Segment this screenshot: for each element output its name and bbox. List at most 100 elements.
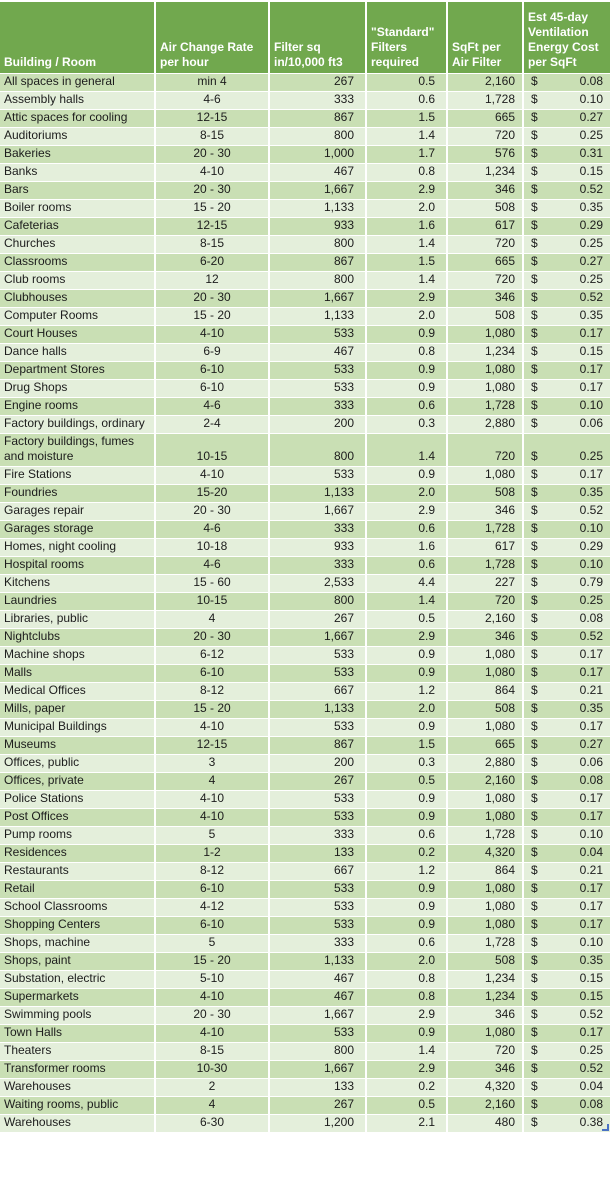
cell-rate[interactable]: 10-15 — [154, 591, 269, 610]
cell-cost[interactable]: $0.52 — [522, 1059, 610, 1078]
cell-filters_required[interactable]: 1.2 — [365, 681, 447, 700]
cell-cost[interactable]: $0.08 — [522, 72, 610, 91]
cell-sqft_per_filter[interactable]: 1,080 — [446, 360, 523, 379]
cell-sqft_per_filter[interactable]: 346 — [446, 1059, 523, 1078]
cell-cost[interactable]: $0.06 — [522, 753, 610, 772]
cell-filters_required[interactable]: 1.4 — [365, 126, 447, 145]
cell-building[interactable]: Engine rooms — [0, 396, 155, 415]
cell-rate[interactable]: 15 - 20 — [154, 306, 269, 325]
cell-sqft_per_filter[interactable]: 508 — [446, 198, 523, 217]
cell-building[interactable]: Post Offices — [0, 807, 155, 826]
cell-building[interactable]: Foundries — [0, 483, 155, 502]
cell-filters_required[interactable]: 0.8 — [365, 969, 447, 988]
cell-cost[interactable]: $0.25 — [522, 270, 610, 289]
cell-building[interactable]: Museums — [0, 735, 155, 754]
column-header-building[interactable]: Building / Room — [0, 2, 155, 73]
cell-rate[interactable]: 4 — [154, 771, 269, 790]
cell-sqft_per_filter[interactable]: 2,160 — [446, 609, 523, 628]
cell-rate[interactable]: 6-30 — [154, 1113, 269, 1132]
cell-sqft_per_filter[interactable]: 720 — [446, 234, 523, 253]
column-header-filter_sq[interactable]: Filter sq in/10,000 ft3 — [268, 2, 366, 73]
cell-sqft_per_filter[interactable]: 480 — [446, 1113, 523, 1132]
cell-filter_sq[interactable]: 800 — [268, 432, 366, 466]
cell-cost[interactable]: $0.17 — [522, 717, 610, 736]
cell-filter_sq[interactable]: 1,667 — [268, 288, 366, 307]
cell-rate[interactable]: 5 — [154, 825, 269, 844]
cell-cost[interactable]: $0.31 — [522, 144, 610, 163]
cell-building[interactable]: Offices, private — [0, 771, 155, 790]
cell-filter_sq[interactable]: 533 — [268, 915, 366, 934]
cell-cost[interactable]: $0.15 — [522, 342, 610, 361]
cell-building[interactable]: Auditoriums — [0, 126, 155, 145]
cell-sqft_per_filter[interactable]: 1,080 — [446, 915, 523, 934]
cell-building[interactable]: Shopping Centers — [0, 915, 155, 934]
cell-building[interactable]: Kitchens — [0, 573, 155, 592]
cell-building[interactable]: Homes, night cooling — [0, 537, 155, 556]
cell-building[interactable]: Supermarkets — [0, 987, 155, 1006]
cell-rate[interactable]: 5-10 — [154, 969, 269, 988]
cell-building[interactable]: Department Stores — [0, 360, 155, 379]
cell-sqft_per_filter[interactable]: 1,080 — [446, 879, 523, 898]
cell-filter_sq[interactable]: 200 — [268, 414, 366, 433]
cell-sqft_per_filter[interactable]: 1,728 — [446, 519, 523, 538]
cell-cost[interactable]: $0.38 — [522, 1113, 610, 1132]
cell-filters_required[interactable]: 1.5 — [365, 252, 447, 271]
cell-filter_sq[interactable]: 800 — [268, 270, 366, 289]
cell-rate[interactable]: 20 - 30 — [154, 180, 269, 199]
cell-sqft_per_filter[interactable]: 1,080 — [446, 663, 523, 682]
cell-filters_required[interactable]: 0.5 — [365, 72, 447, 91]
cell-filters_required[interactable]: 1.6 — [365, 216, 447, 235]
cell-filters_required[interactable]: 0.9 — [365, 360, 447, 379]
cell-sqft_per_filter[interactable]: 665 — [446, 108, 523, 127]
cell-cost[interactable]: $0.17 — [522, 465, 610, 484]
cell-filters_required[interactable]: 0.6 — [365, 396, 447, 415]
cell-filters_required[interactable]: 0.9 — [365, 879, 447, 898]
cell-filter_sq[interactable]: 333 — [268, 519, 366, 538]
cell-building[interactable]: Assembly halls — [0, 90, 155, 109]
cell-filter_sq[interactable]: 867 — [268, 108, 366, 127]
cell-filter_sq[interactable]: 267 — [268, 1095, 366, 1114]
cell-sqft_per_filter[interactable]: 2,880 — [446, 753, 523, 772]
cell-sqft_per_filter[interactable]: 4,320 — [446, 843, 523, 862]
cell-filters_required[interactable]: 2.1 — [365, 1113, 447, 1132]
cell-filter_sq[interactable]: 533 — [268, 807, 366, 826]
cell-sqft_per_filter[interactable]: 1,728 — [446, 555, 523, 574]
cell-filters_required[interactable]: 0.9 — [365, 465, 447, 484]
cell-filters_required[interactable]: 0.9 — [365, 789, 447, 808]
cell-filter_sq[interactable]: 667 — [268, 681, 366, 700]
cell-rate[interactable]: 4-10 — [154, 987, 269, 1006]
cell-filters_required[interactable]: 0.8 — [365, 987, 447, 1006]
cell-filters_required[interactable]: 1.5 — [365, 735, 447, 754]
cell-filters_required[interactable]: 0.5 — [365, 609, 447, 628]
cell-cost[interactable]: $0.17 — [522, 663, 610, 682]
cell-filters_required[interactable]: 0.6 — [365, 825, 447, 844]
cell-cost[interactable]: $0.35 — [522, 198, 610, 217]
cell-cost[interactable]: $0.52 — [522, 501, 610, 520]
cell-sqft_per_filter[interactable]: 864 — [446, 681, 523, 700]
cell-filters_required[interactable]: 0.5 — [365, 1095, 447, 1114]
cell-sqft_per_filter[interactable]: 665 — [446, 735, 523, 754]
cell-cost[interactable]: $0.52 — [522, 180, 610, 199]
cell-building[interactable]: Dance halls — [0, 342, 155, 361]
cell-building[interactable]: Substation, electric — [0, 969, 155, 988]
cell-sqft_per_filter[interactable]: 576 — [446, 144, 523, 163]
cell-cost[interactable]: $0.10 — [522, 519, 610, 538]
cell-filters_required[interactable]: 1.4 — [365, 432, 447, 466]
cell-cost[interactable]: $0.17 — [522, 915, 610, 934]
cell-cost[interactable]: $0.25 — [522, 126, 610, 145]
cell-cost[interactable]: $0.52 — [522, 627, 610, 646]
cell-rate[interactable]: 2-4 — [154, 414, 269, 433]
cell-filters_required[interactable]: 1.6 — [365, 537, 447, 556]
cell-cost[interactable]: $0.17 — [522, 1023, 610, 1042]
cell-rate[interactable]: 4-6 — [154, 555, 269, 574]
cell-rate[interactable]: 6-10 — [154, 915, 269, 934]
cell-filters_required[interactable]: 1.4 — [365, 1041, 447, 1060]
cell-cost[interactable]: $0.25 — [522, 432, 610, 466]
cell-cost[interactable]: $0.17 — [522, 897, 610, 916]
cell-rate[interactable]: 4-10 — [154, 807, 269, 826]
cell-sqft_per_filter[interactable]: 346 — [446, 288, 523, 307]
cell-building[interactable]: Garages repair — [0, 501, 155, 520]
cell-filters_required[interactable]: 0.2 — [365, 843, 447, 862]
cell-sqft_per_filter[interactable]: 720 — [446, 432, 523, 466]
cell-cost[interactable]: $0.25 — [522, 591, 610, 610]
